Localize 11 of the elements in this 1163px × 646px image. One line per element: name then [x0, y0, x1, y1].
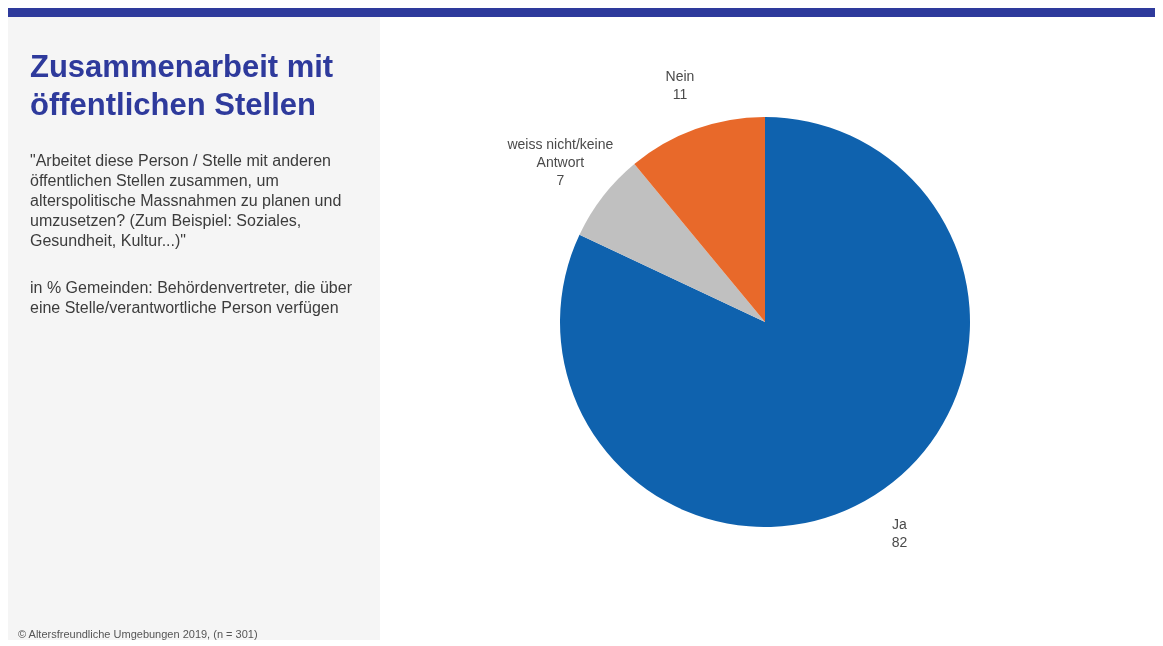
text: "Arbeitet diese Person / Stelle mit anderen öffentlichen Stellen zusammen, um alterspolitische Massnahmen zu planen und umzusetzen? (Zum Beispiel: Soziales, Gesundheit, Kultur...)"	[30, 151, 343, 251]
slice-label: weiss nicht/keine Antwort	[506, 135, 614, 170]
text: © Altersfreundliche Umgebungen 2019, (n = 301)	[18, 628, 258, 640]
data-label: 82	[891, 533, 908, 550]
pie-slice	[634, 117, 765, 322]
data-label: 11	[672, 85, 688, 102]
text: in % Gemeinden: Behördenvertreter, die über eine Stelle/verantwortliche Person verfügen	[30, 278, 353, 318]
data-label: 7	[556, 171, 565, 188]
slice-label: Nein	[665, 67, 695, 84]
text: Zusammenarbeit mit öffentlichen Stellen	[30, 48, 335, 124]
slice-label: Ja	[892, 515, 908, 532]
